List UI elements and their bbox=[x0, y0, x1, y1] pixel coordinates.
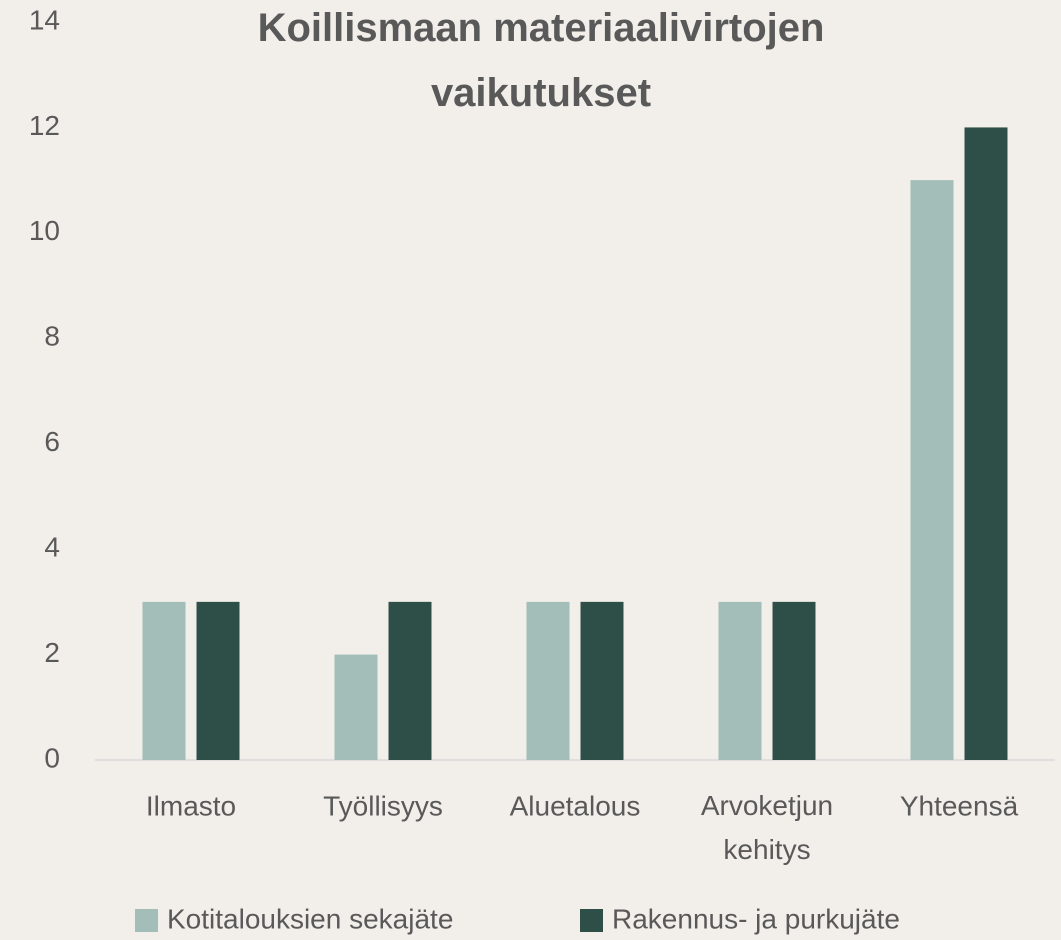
y-tick-label: 4 bbox=[44, 532, 60, 563]
y-tick-label: 10 bbox=[29, 215, 60, 246]
y-tick-label: 12 bbox=[29, 110, 60, 141]
bar bbox=[388, 601, 432, 760]
x-tick-label: Työllisyys bbox=[323, 790, 443, 821]
legend-label: Kotitalouksien sekajäte bbox=[167, 903, 453, 934]
x-tick-label: Aluetalous bbox=[510, 790, 641, 821]
legend-swatch bbox=[135, 909, 158, 932]
x-tick-label: Yhteensä bbox=[900, 790, 1019, 821]
y-tick-label: 14 bbox=[29, 4, 60, 35]
bar bbox=[772, 601, 816, 760]
legend-label: Rakennus- ja purkujäte bbox=[612, 903, 900, 934]
y-tick-label: 0 bbox=[44, 742, 60, 773]
y-tick-label: 8 bbox=[44, 321, 60, 352]
chart-title: Koillismaan materiaalivirtojen vaikutukse… bbox=[258, 6, 825, 115]
bar bbox=[196, 601, 240, 760]
x-tick-label: Arvoketjun kehitys bbox=[701, 790, 833, 865]
bar bbox=[718, 601, 762, 760]
x-tick-label: Ilmasto bbox=[146, 790, 236, 821]
y-tick-label: 6 bbox=[44, 426, 60, 457]
bar bbox=[580, 601, 624, 760]
legend-swatch bbox=[580, 909, 603, 932]
bar bbox=[526, 601, 570, 760]
bar bbox=[334, 654, 378, 760]
bar bbox=[142, 601, 186, 760]
bar bbox=[910, 180, 954, 761]
bar bbox=[964, 127, 1008, 760]
y-tick-label: 2 bbox=[44, 637, 60, 668]
